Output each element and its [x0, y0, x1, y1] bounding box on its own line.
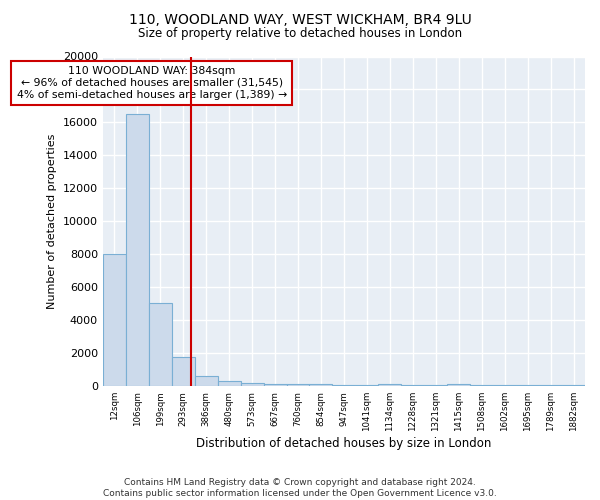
Bar	[379, 384, 401, 386]
Text: 110 WOODLAND WAY: 384sqm
← 96% of detached houses are smaller (31,545)
4% of sem: 110 WOODLAND WAY: 384sqm ← 96% of detach…	[17, 66, 287, 100]
Bar	[287, 384, 310, 386]
X-axis label: Distribution of detached houses by size in London: Distribution of detached houses by size …	[196, 437, 491, 450]
Bar	[424, 385, 447, 386]
Bar	[126, 114, 149, 386]
Bar	[447, 384, 470, 386]
Bar	[149, 303, 172, 386]
Bar	[263, 384, 287, 386]
Bar	[562, 385, 585, 386]
Bar	[310, 384, 332, 386]
Bar	[172, 356, 194, 386]
Bar	[401, 385, 424, 386]
Y-axis label: Number of detached properties: Number of detached properties	[47, 134, 58, 309]
Text: 110, WOODLAND WAY, WEST WICKHAM, BR4 9LU: 110, WOODLAND WAY, WEST WICKHAM, BR4 9LU	[128, 12, 472, 26]
Bar	[241, 382, 263, 386]
Bar	[218, 381, 241, 386]
Bar	[332, 385, 355, 386]
Bar	[355, 385, 379, 386]
Bar	[103, 254, 126, 386]
Text: Size of property relative to detached houses in London: Size of property relative to detached ho…	[138, 28, 462, 40]
Bar	[194, 376, 218, 386]
Text: Contains HM Land Registry data © Crown copyright and database right 2024.
Contai: Contains HM Land Registry data © Crown c…	[103, 478, 497, 498]
Bar	[470, 385, 493, 386]
Bar	[493, 385, 516, 386]
Bar	[539, 385, 562, 386]
